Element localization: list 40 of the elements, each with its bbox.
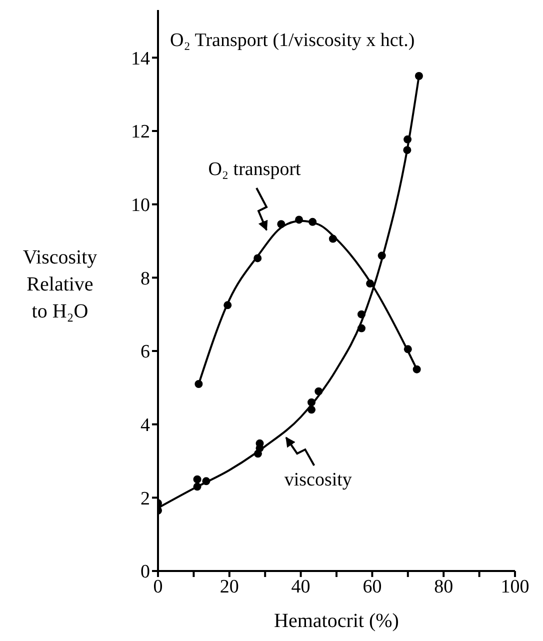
x-tick-label: 20 [220, 576, 239, 598]
x-axis-title: Hematocrit (%) [274, 610, 399, 632]
point [366, 280, 374, 288]
point [357, 310, 366, 318]
point [193, 475, 202, 484]
point [404, 345, 412, 354]
x-tick-label: 40 [291, 576, 310, 598]
point [295, 216, 304, 224]
point [378, 252, 386, 260]
point [308, 406, 316, 414]
point [277, 220, 286, 228]
point [224, 301, 232, 310]
annotation: O₂ transport [208, 159, 302, 180]
point [357, 324, 366, 332]
point [414, 72, 423, 80]
point [308, 398, 316, 406]
point [412, 365, 421, 374]
point [254, 254, 262, 262]
y-tick-label: 12 [131, 122, 150, 143]
y-tick-label: 10 [131, 195, 150, 216]
x-tick-label: 60 [362, 576, 382, 598]
point [314, 387, 323, 396]
point [328, 234, 337, 243]
annotation: viscosity [284, 470, 352, 491]
x-tick-label: 100 [500, 576, 530, 598]
point [403, 146, 412, 154]
y-tick-label: 2 [140, 488, 150, 510]
y-tick-label: 14 [131, 48, 150, 70]
y-axis-title: Viscosity Relative to H₂O [22, 246, 98, 322]
annotation: O₂ Transport (1/viscosity x hct.) [170, 30, 415, 51]
y-tick-label: 8 [140, 268, 150, 290]
point [194, 380, 203, 388]
y-tick-label: 6 [140, 342, 150, 363]
point [404, 135, 412, 144]
point [193, 482, 202, 491]
x-tick-label: 80 [434, 576, 454, 598]
point [308, 218, 317, 226]
point [202, 477, 210, 486]
y-tick-label: 4 [140, 415, 150, 436]
y-tick-label: 0 [140, 562, 150, 583]
